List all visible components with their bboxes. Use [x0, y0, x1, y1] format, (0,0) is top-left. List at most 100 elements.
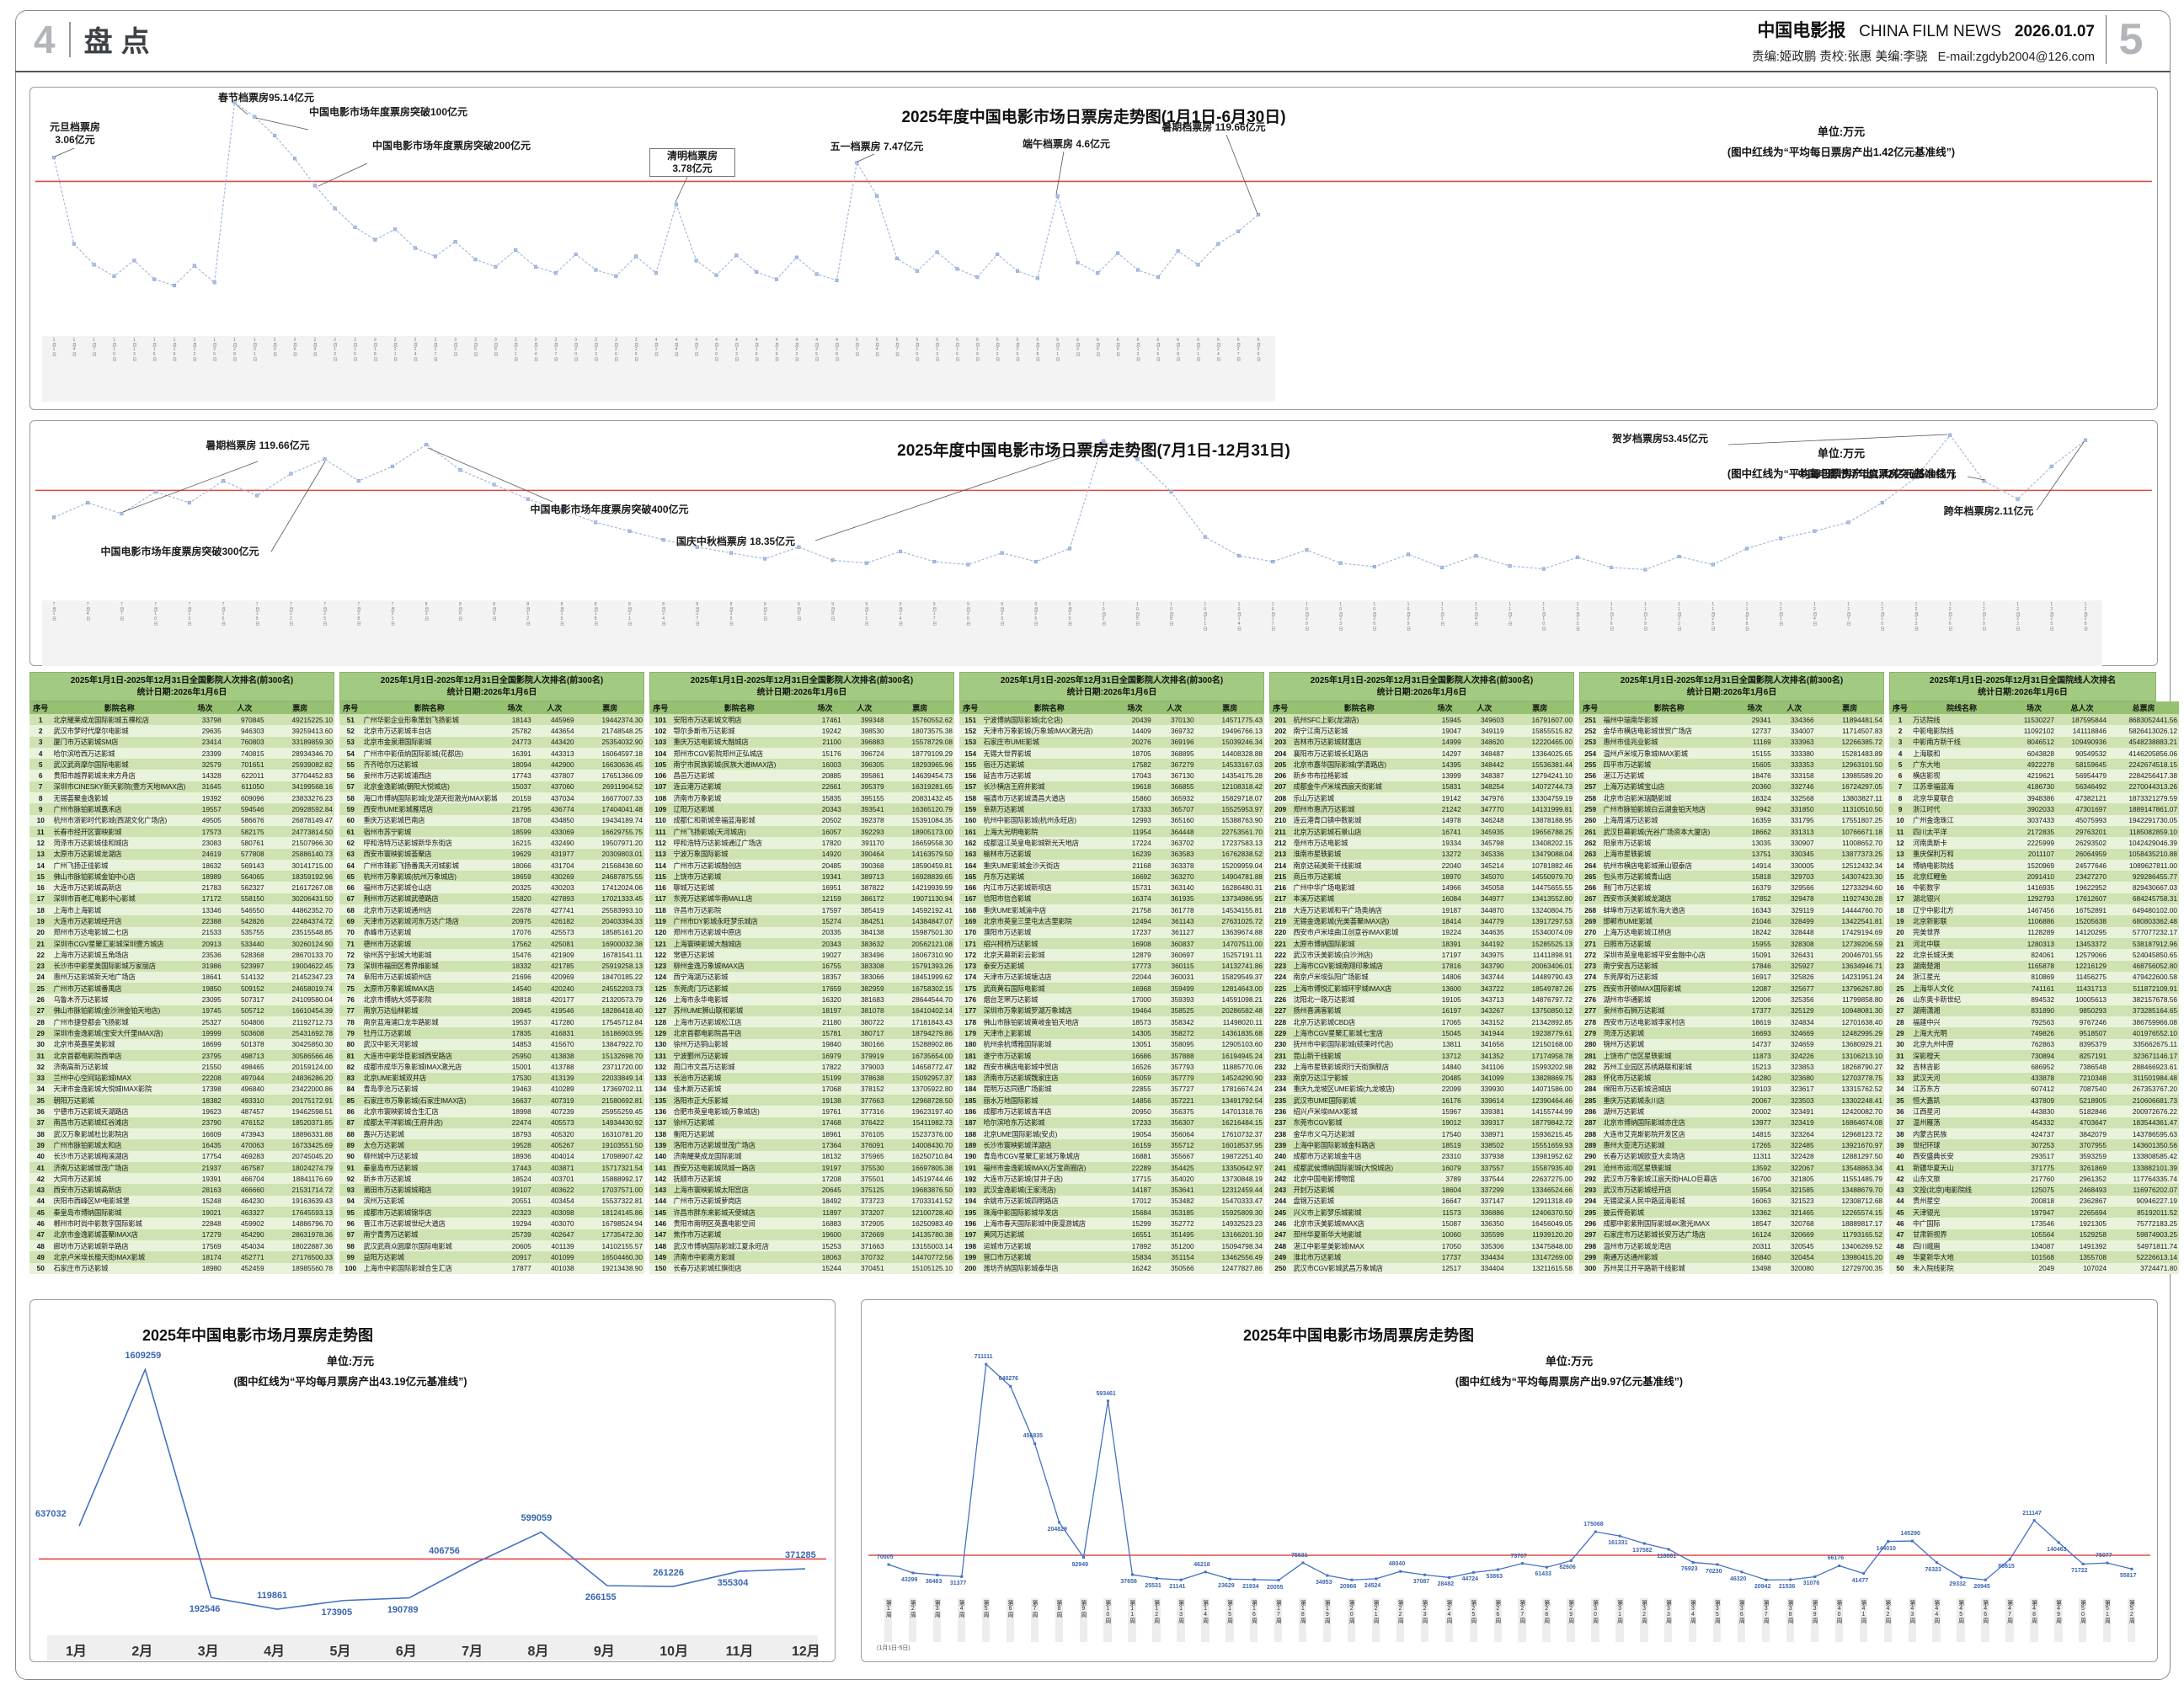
x-axis-date-label: 8月3日 — [424, 602, 430, 621]
cell-boxoffice: 16733425.69 — [265, 1139, 334, 1151]
cell-boxoffice: 15288902.86 — [885, 1038, 954, 1050]
cell-boxoffice: 538187912.96 — [2108, 937, 2179, 950]
cell-name: 襄阳市万达影城长虹路店 — [1291, 747, 1428, 760]
cell-name: 东莞万达影城华南MALL店 — [671, 893, 808, 905]
cell-rank: 113 — [649, 848, 672, 860]
x-axis-date-label: 7月4日 — [85, 602, 91, 621]
cell-admissions: 415670 — [532, 1038, 576, 1050]
cell-name: 安阳市万达影城文明店 — [671, 714, 808, 726]
cell-rank: 147 — [649, 1229, 672, 1240]
cell-admissions: 379003 — [842, 1061, 886, 1073]
table-row: 5 武汉武商摩尔国际电影城 32579 701651 25939082.82 — [29, 759, 334, 770]
cell-admissions: 365160 — [1152, 814, 1196, 826]
cell-rank: 27 — [29, 1005, 52, 1017]
data-point-label: 20055 — [1267, 1584, 1284, 1591]
cell-name: 北京市博纳国际影城亦庄店 — [1601, 1117, 1738, 1128]
cell-admissions: 760803 — [222, 736, 266, 748]
cell-name: 重庆九龙坡区UME影城(九龙坡店) — [1291, 1083, 1428, 1096]
cell-admissions: 454034 — [222, 1240, 266, 1252]
cell-sessions: 19528 — [497, 1139, 533, 1151]
cell-rank: 269 — [1579, 915, 1602, 927]
cell-boxoffice: 19004622.45 — [265, 960, 334, 972]
table-row: 130 徐州万达铜山影城 19840 380166 15288902.86 — [649, 1038, 954, 1050]
cell-rank: 219 — [1269, 915, 1292, 927]
table-row: 228 北京万达影城CBD店 17065 343152 21342892.85 — [1269, 1016, 1574, 1028]
cell-boxoffice: 15791393.26 — [885, 960, 954, 972]
cell-rank: 47 — [1889, 1229, 1911, 1240]
cell-admissions: 442900 — [532, 759, 576, 770]
cell-name: 合肥市英皇电影城(万象城店) — [671, 1106, 808, 1117]
cell-sessions: 19600 — [807, 1229, 843, 1240]
cell-rank: 98 — [339, 1240, 362, 1252]
cell-sessions: 12006 — [1737, 994, 1773, 1005]
cell-rank: 36 — [29, 1106, 52, 1117]
cell-sessions: 18989 — [187, 871, 223, 882]
cell-sessions: 16063 — [1737, 1195, 1773, 1208]
table-row: 36 宁德市万达影城天湖路店 19623 487457 19462598.51 — [29, 1106, 334, 1117]
cell-boxoffice: 59874903.25 — [2108, 1229, 2179, 1240]
cell-boxoffice: 13548863.34 — [1815, 1161, 1884, 1174]
cell-sessions: 19187 — [1427, 904, 1463, 916]
cell-admissions: 366855 — [1152, 781, 1196, 793]
chart-annotation: 端午档票房 4.6亿元 — [1022, 138, 1111, 150]
x-axis-week-label: 第42周 — [1883, 1598, 1892, 1642]
cell-rank: 171 — [959, 937, 982, 950]
cell-admissions: 970845 — [222, 714, 266, 726]
cell-admissions: 365707 — [1152, 803, 1196, 815]
cell-admissions: 364448 — [1152, 825, 1196, 838]
cell-rank: 285 — [1579, 1095, 1602, 1106]
cell-boxoffice: 25939082.82 — [265, 759, 334, 770]
cell-boxoffice: 11927430.28 — [1815, 893, 1884, 905]
cell-admissions: 141118846 — [2056, 725, 2108, 737]
cell-admissions: 325927 — [1772, 960, 1816, 972]
table-row: 132 周口市文昌万达影城 17822 379003 14658772.47 — [649, 1061, 954, 1073]
cell-sessions: 22323 — [497, 1207, 533, 1218]
cell-admissions: 45075993 — [2056, 814, 2108, 826]
cell-rank: 50 — [1889, 1262, 1911, 1274]
table-row: 2 中影电影院线 11092102 141118846 5826413026.12 — [1889, 725, 2179, 737]
cell-sessions: 21168 — [1117, 859, 1153, 872]
cell-rank: 227 — [1269, 1005, 1292, 1017]
cell-boxoffice: 13488679.70 — [1815, 1184, 1884, 1196]
cell-admissions: 385419 — [842, 904, 886, 916]
cell-admissions: 329119 — [1772, 904, 1816, 916]
cell-admissions: 403871 — [532, 1161, 576, 1174]
cell-boxoffice: 19496766.13 — [1195, 725, 1264, 737]
cell-rank: 189 — [959, 1139, 982, 1151]
cell-sessions: 16176 — [1427, 1095, 1463, 1106]
cell-name: 宁波万象国际影城 — [671, 848, 808, 860]
cell-name: 吉林市万达影城财富店 — [1291, 736, 1428, 748]
cell-name: 北京市寰映影城合生汇店 — [361, 1106, 498, 1117]
table-row: 2 武汉市梦时代摩尔电影城 29635 946303 39259413.60 — [29, 725, 334, 737]
x-axis-date-label: 4月22日 — [793, 338, 799, 361]
cell-admissions: 431977 — [532, 848, 576, 860]
cell-admissions: 26064959 — [2056, 848, 2108, 860]
x-axis-week-label: 第27周 — [1518, 1598, 1526, 1642]
table-title: 2025年1月1日-2025年12月31日全国影院人次排名(前300名) 统计日期… — [959, 672, 1264, 701]
table-row: 297 石家庄市万达影城长安万达广场店 16124 320669 11793165.52 — [1579, 1229, 1884, 1240]
cell-rank: 59 — [339, 803, 362, 815]
cell-rank: 106 — [649, 770, 672, 781]
cell-boxoffice: 18779109.29 — [885, 747, 954, 760]
cell-rank: 80 — [339, 1038, 362, 1050]
cell-boxoffice: 14155744.99 — [1505, 1106, 1574, 1117]
table-row: 145 许昌市胖东来影城天使城店 11897 373207 12100728.40 — [649, 1207, 954, 1218]
cell-boxoffice: 12701638.40 — [1815, 1016, 1884, 1028]
cell-sessions: 17892 — [1117, 1240, 1153, 1252]
cell-name: 横店影视 — [1911, 770, 2012, 781]
cell-boxoffice: 17551807.25 — [1815, 814, 1884, 826]
cell-boxoffice: 19238779.61 — [1505, 1027, 1574, 1039]
table-row: 17 深圳市百老汇电影中心影城 17172 558150 30206431.50 — [29, 893, 334, 905]
cell-sessions: 11954 — [1117, 825, 1153, 838]
x-axis-date-label: 5月28日 — [1034, 338, 1040, 361]
x-axis-date-label: 5月22日 — [995, 338, 1001, 361]
cell-boxoffice: 16410402.14 — [885, 1005, 954, 1017]
cell-rank: 233 — [1269, 1072, 1292, 1084]
cell-admissions: 355712 — [1152, 1139, 1196, 1151]
cell-boxoffice: 25583993.10 — [575, 904, 644, 916]
table-row: 34 天津市金逸影城大悦城IMAX影院 17398 496840 23422000.86 — [29, 1083, 334, 1096]
cell-sessions: 16526 — [1117, 1061, 1153, 1073]
cell-sessions: 4186730 — [2012, 781, 2056, 793]
rank-table-grid: 序号 影院名称 场次 人次 票房 201 杭州SFC上影(龙湖店) 15945 349603 16… — [1269, 701, 1574, 1274]
cell-boxoffice: 12265574.15 — [1815, 1207, 1884, 1218]
